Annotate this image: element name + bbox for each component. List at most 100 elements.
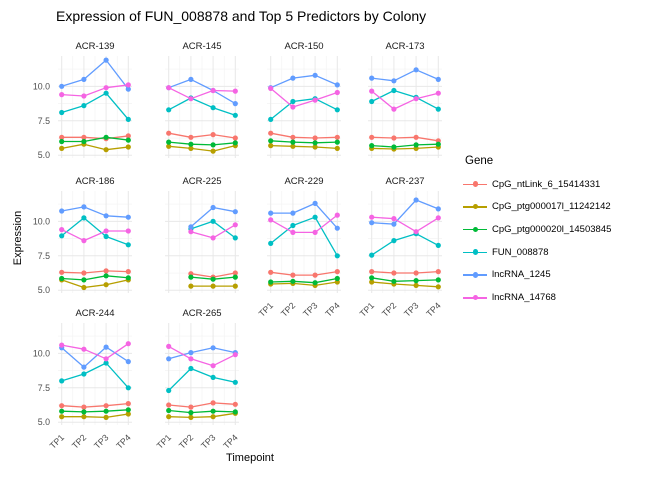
data-point-CpG_ptg000020l_14503845 xyxy=(413,142,419,148)
facet-title: ACR-237 xyxy=(385,176,424,187)
data-point-CpG_ptg000020l_14503845 xyxy=(166,139,172,145)
series-line-CpG_ntLink_6_15414331 xyxy=(168,132,236,139)
data-point-lncRNA_1245 xyxy=(369,75,375,81)
data-point-CpG_ntLink_6_15414331 xyxy=(59,403,65,409)
data-point-lncRNA_14768 xyxy=(125,82,131,88)
data-point-FUN_008878 xyxy=(210,218,216,224)
data-point-lncRNA_1245 xyxy=(188,76,194,82)
data-point-CpG_ptg000020l_14503845 xyxy=(81,277,87,283)
data-point-CpG_ntLink_6_15414331 xyxy=(232,401,238,407)
data-point-CpG_ptg000017l_11242142 xyxy=(413,282,419,288)
legend-entry-lncRNA_14768: lncRNA_14768 xyxy=(463,290,668,304)
facet-panel-ACR-229: ACR-229 TP1 TP2 TP3 TP4 xyxy=(257,176,342,319)
data-point-CpG_ntLink_6_15414331 xyxy=(81,404,87,410)
series-line-lncRNA_14768 xyxy=(270,214,338,234)
legend-key-dot xyxy=(472,249,479,255)
data-point-CpG_ptg000020l_14503845 xyxy=(334,139,340,145)
data-point-lncRNA_14768 xyxy=(290,104,296,110)
series-line-lncRNA_14768 xyxy=(270,87,338,108)
data-point-CpG_ptg000017l_11242142 xyxy=(103,282,109,288)
data-point-lncRNA_14768 xyxy=(232,222,238,228)
data-point-CpG_ntLink_6_15414331 xyxy=(391,135,397,141)
legend-key-icon xyxy=(463,290,487,304)
legend-key-dot xyxy=(472,294,479,301)
data-point-CpG_ntLink_6_15414331 xyxy=(290,272,296,278)
data-point-CpG_ntLink_6_15414331 xyxy=(391,270,397,276)
data-point-lncRNA_14768 xyxy=(210,235,216,241)
data-point-CpG_ptg000017l_11242142 xyxy=(103,414,109,420)
data-point-CpG_ptg000017l_11242142 xyxy=(166,414,172,420)
data-point-lncRNA_14768 xyxy=(166,343,172,349)
data-point-FUN_008878 xyxy=(59,233,65,239)
series-line-FUN_008878 xyxy=(270,98,338,120)
x-axis-title: Timepoint xyxy=(226,452,274,464)
data-point-CpG_ptg000020l_14503845 xyxy=(166,407,172,414)
series-line-CpG_ntLink_6_15414331 xyxy=(270,270,338,276)
data-point-lncRNA_14768 xyxy=(81,238,87,244)
data-point-FUN_008878 xyxy=(232,235,238,241)
x-tick-label: TP2 xyxy=(279,300,298,319)
data-point-lncRNA_14768 xyxy=(210,87,216,94)
data-point-CpG_ptg000017l_11242142 xyxy=(81,414,87,420)
x-tick-label: TP4 xyxy=(323,300,342,319)
data-point-lncRNA_14768 xyxy=(413,96,419,102)
data-point-CpG_ptg000017l_11242142 xyxy=(290,143,296,149)
x-tick-label: TP1 xyxy=(48,432,67,451)
data-point-lncRNA_1245 xyxy=(334,82,340,88)
data-point-FUN_008878 xyxy=(125,385,131,391)
data-point-FUN_008878 xyxy=(81,103,87,109)
data-point-CpG_ptg000020l_14503845 xyxy=(232,409,238,415)
data-point-FUN_008878 xyxy=(59,109,65,116)
data-point-lncRNA_1245 xyxy=(125,86,131,92)
facet-panel-ACR-173: ACR-173 xyxy=(368,41,442,158)
data-point-CpG_ntLink_6_15414331 xyxy=(334,134,340,140)
data-point-CpG_ptg000017l_11242142 xyxy=(103,147,109,153)
x-tick-label: TP2 xyxy=(380,300,399,319)
data-point-lncRNA_1245 xyxy=(81,204,87,210)
series-line-CpG_ntLink_6_15414331 xyxy=(61,402,129,408)
series-line-CpG_ptg000017l_11242142 xyxy=(371,281,439,288)
data-point-CpG_ptg000017l_11242142 xyxy=(188,145,194,151)
series-line-FUN_008878 xyxy=(371,89,439,110)
series-line-FUN_008878 xyxy=(61,217,129,246)
data-point-lncRNA_1245 xyxy=(81,76,87,82)
series-line-CpG_ptg000017l_11242142 xyxy=(61,413,129,419)
y-tick-label: 7.5 xyxy=(38,116,50,126)
series-line-CpG_ptg000020l_14503845 xyxy=(61,136,129,143)
data-point-lncRNA_14768 xyxy=(81,93,87,99)
series-line-CpG_ntLink_6_15414331 xyxy=(270,132,338,139)
data-point-lncRNA_1245 xyxy=(210,204,216,211)
legend-label: CpG_ptg000020l_14503845 xyxy=(492,223,612,235)
data-point-lncRNA_14768 xyxy=(312,97,318,103)
series-line-lncRNA_14768 xyxy=(371,216,439,233)
data-point-lncRNA_14768 xyxy=(290,229,296,235)
data-point-CpG_ntLink_6_15414331 xyxy=(369,134,375,140)
data-point-lncRNA_14768 xyxy=(268,217,274,223)
series-line-CpG_ntLink_6_15414331 xyxy=(61,270,129,274)
data-point-CpG_ptg000017l_11242142 xyxy=(188,283,194,289)
data-point-CpG_ptg000020l_14503845 xyxy=(103,408,109,414)
data-point-lncRNA_1245 xyxy=(312,200,318,206)
series-line-CpG_ptg000020l_14503845 xyxy=(371,277,439,282)
data-point-CpG_ntLink_6_15414331 xyxy=(369,269,375,275)
series-line-lncRNA_1245 xyxy=(61,206,129,218)
data-point-lncRNA_14768 xyxy=(268,85,274,91)
data-point-lncRNA_1245 xyxy=(232,101,238,107)
data-point-CpG_ptg000020l_14503845 xyxy=(290,139,296,145)
series-line-FUN_008878 xyxy=(168,367,236,391)
data-point-FUN_008878 xyxy=(312,214,318,220)
data-point-FUN_008878 xyxy=(290,98,296,105)
data-point-FUN_008878 xyxy=(232,112,238,118)
data-point-lncRNA_14768 xyxy=(369,88,375,94)
data-point-CpG_ptg000017l_11242142 xyxy=(81,284,87,291)
legend-key-icon xyxy=(463,245,487,259)
series-line-CpG_ntLink_6_15414331 xyxy=(168,402,236,408)
data-point-CpG_ptg000017l_11242142 xyxy=(334,145,340,151)
data-point-CpG_ntLink_6_15414331 xyxy=(210,400,216,406)
y-tick-label: 10.0 xyxy=(33,216,50,226)
y-tick-label: 5.0 xyxy=(38,150,50,160)
data-point-CpG_ptg000020l_14503845 xyxy=(413,278,419,284)
data-point-FUN_008878 xyxy=(391,238,397,244)
data-point-CpG_ntLink_6_15414331 xyxy=(334,269,340,275)
data-point-CpG_ntLink_6_15414331 xyxy=(125,133,131,139)
